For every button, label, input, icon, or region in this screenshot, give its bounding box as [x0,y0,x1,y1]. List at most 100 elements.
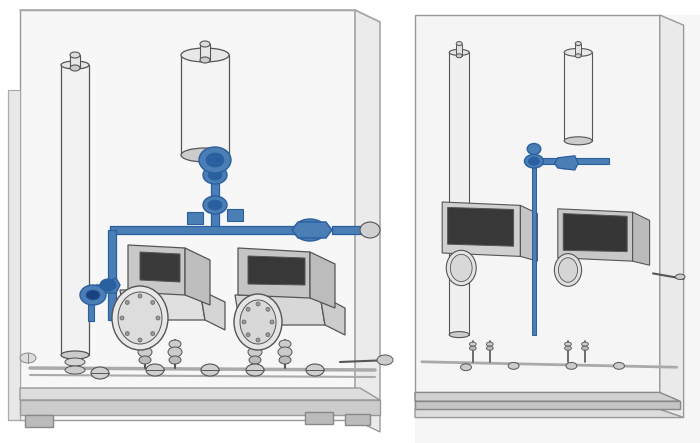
Ellipse shape [80,285,106,305]
Bar [534,159,609,164]
Ellipse shape [206,153,224,167]
Ellipse shape [676,274,685,280]
Ellipse shape [449,50,469,55]
Polygon shape [415,15,660,409]
Polygon shape [520,206,538,261]
Ellipse shape [270,320,274,324]
Ellipse shape [249,340,261,348]
Ellipse shape [240,300,276,344]
Ellipse shape [256,338,260,342]
Ellipse shape [169,340,181,348]
Ellipse shape [256,302,260,306]
Ellipse shape [70,52,80,58]
Ellipse shape [138,294,142,298]
Ellipse shape [566,362,577,369]
Ellipse shape [70,65,80,71]
Polygon shape [415,409,684,418]
Ellipse shape [65,358,85,366]
Ellipse shape [582,342,589,346]
Ellipse shape [61,351,89,359]
Ellipse shape [246,333,250,337]
Ellipse shape [156,316,160,320]
Ellipse shape [508,362,519,369]
Bar [61,65,89,355]
Ellipse shape [181,48,229,62]
Ellipse shape [169,356,181,364]
Ellipse shape [449,332,469,338]
Ellipse shape [150,300,155,304]
Polygon shape [227,209,243,221]
Ellipse shape [279,356,291,364]
Ellipse shape [181,148,229,162]
Ellipse shape [146,364,164,376]
Polygon shape [558,209,633,261]
Ellipse shape [242,320,246,324]
Ellipse shape [565,342,571,346]
Bar [575,43,581,56]
Ellipse shape [100,279,116,291]
Ellipse shape [575,54,581,58]
Polygon shape [447,207,514,246]
Bar [88,291,94,321]
Polygon shape [554,156,578,170]
Ellipse shape [138,347,152,357]
Ellipse shape [65,366,85,374]
Bar [305,412,333,424]
Ellipse shape [139,340,151,348]
Bar [211,155,219,230]
Polygon shape [187,212,203,224]
Ellipse shape [199,147,231,173]
Ellipse shape [456,54,462,58]
Ellipse shape [208,200,222,210]
Ellipse shape [614,362,624,369]
Ellipse shape [118,292,162,344]
Bar [532,161,536,334]
Bar [110,226,310,234]
Bar [456,43,462,56]
Polygon shape [20,388,380,400]
Polygon shape [415,392,680,401]
Ellipse shape [112,286,168,350]
Ellipse shape [528,157,540,165]
Ellipse shape [527,144,541,155]
Polygon shape [310,252,335,308]
Ellipse shape [486,342,493,346]
Bar [70,55,80,68]
Polygon shape [200,290,225,330]
Polygon shape [415,401,680,409]
Ellipse shape [450,254,472,282]
Ellipse shape [564,137,592,145]
Ellipse shape [20,353,36,363]
Bar [345,414,370,425]
Ellipse shape [278,347,292,357]
Bar [449,52,469,334]
Ellipse shape [139,356,151,364]
Ellipse shape [125,300,130,304]
Polygon shape [120,290,205,320]
Polygon shape [564,214,627,252]
Ellipse shape [246,307,250,311]
Ellipse shape [377,355,393,365]
Ellipse shape [61,61,89,69]
Ellipse shape [470,342,476,346]
Ellipse shape [201,364,219,376]
Bar [200,44,210,60]
Polygon shape [128,245,185,295]
Ellipse shape [200,57,210,63]
Bar [332,226,367,234]
Polygon shape [20,400,380,415]
Polygon shape [248,256,305,285]
Bar [181,55,229,155]
Bar [25,415,53,427]
Polygon shape [8,90,20,420]
Ellipse shape [203,196,227,214]
Ellipse shape [279,340,291,348]
Polygon shape [633,212,650,265]
Ellipse shape [456,42,462,46]
Ellipse shape [470,346,476,350]
Ellipse shape [461,364,471,371]
Polygon shape [442,202,520,256]
Ellipse shape [208,170,222,180]
Polygon shape [292,222,332,238]
Ellipse shape [248,347,262,357]
